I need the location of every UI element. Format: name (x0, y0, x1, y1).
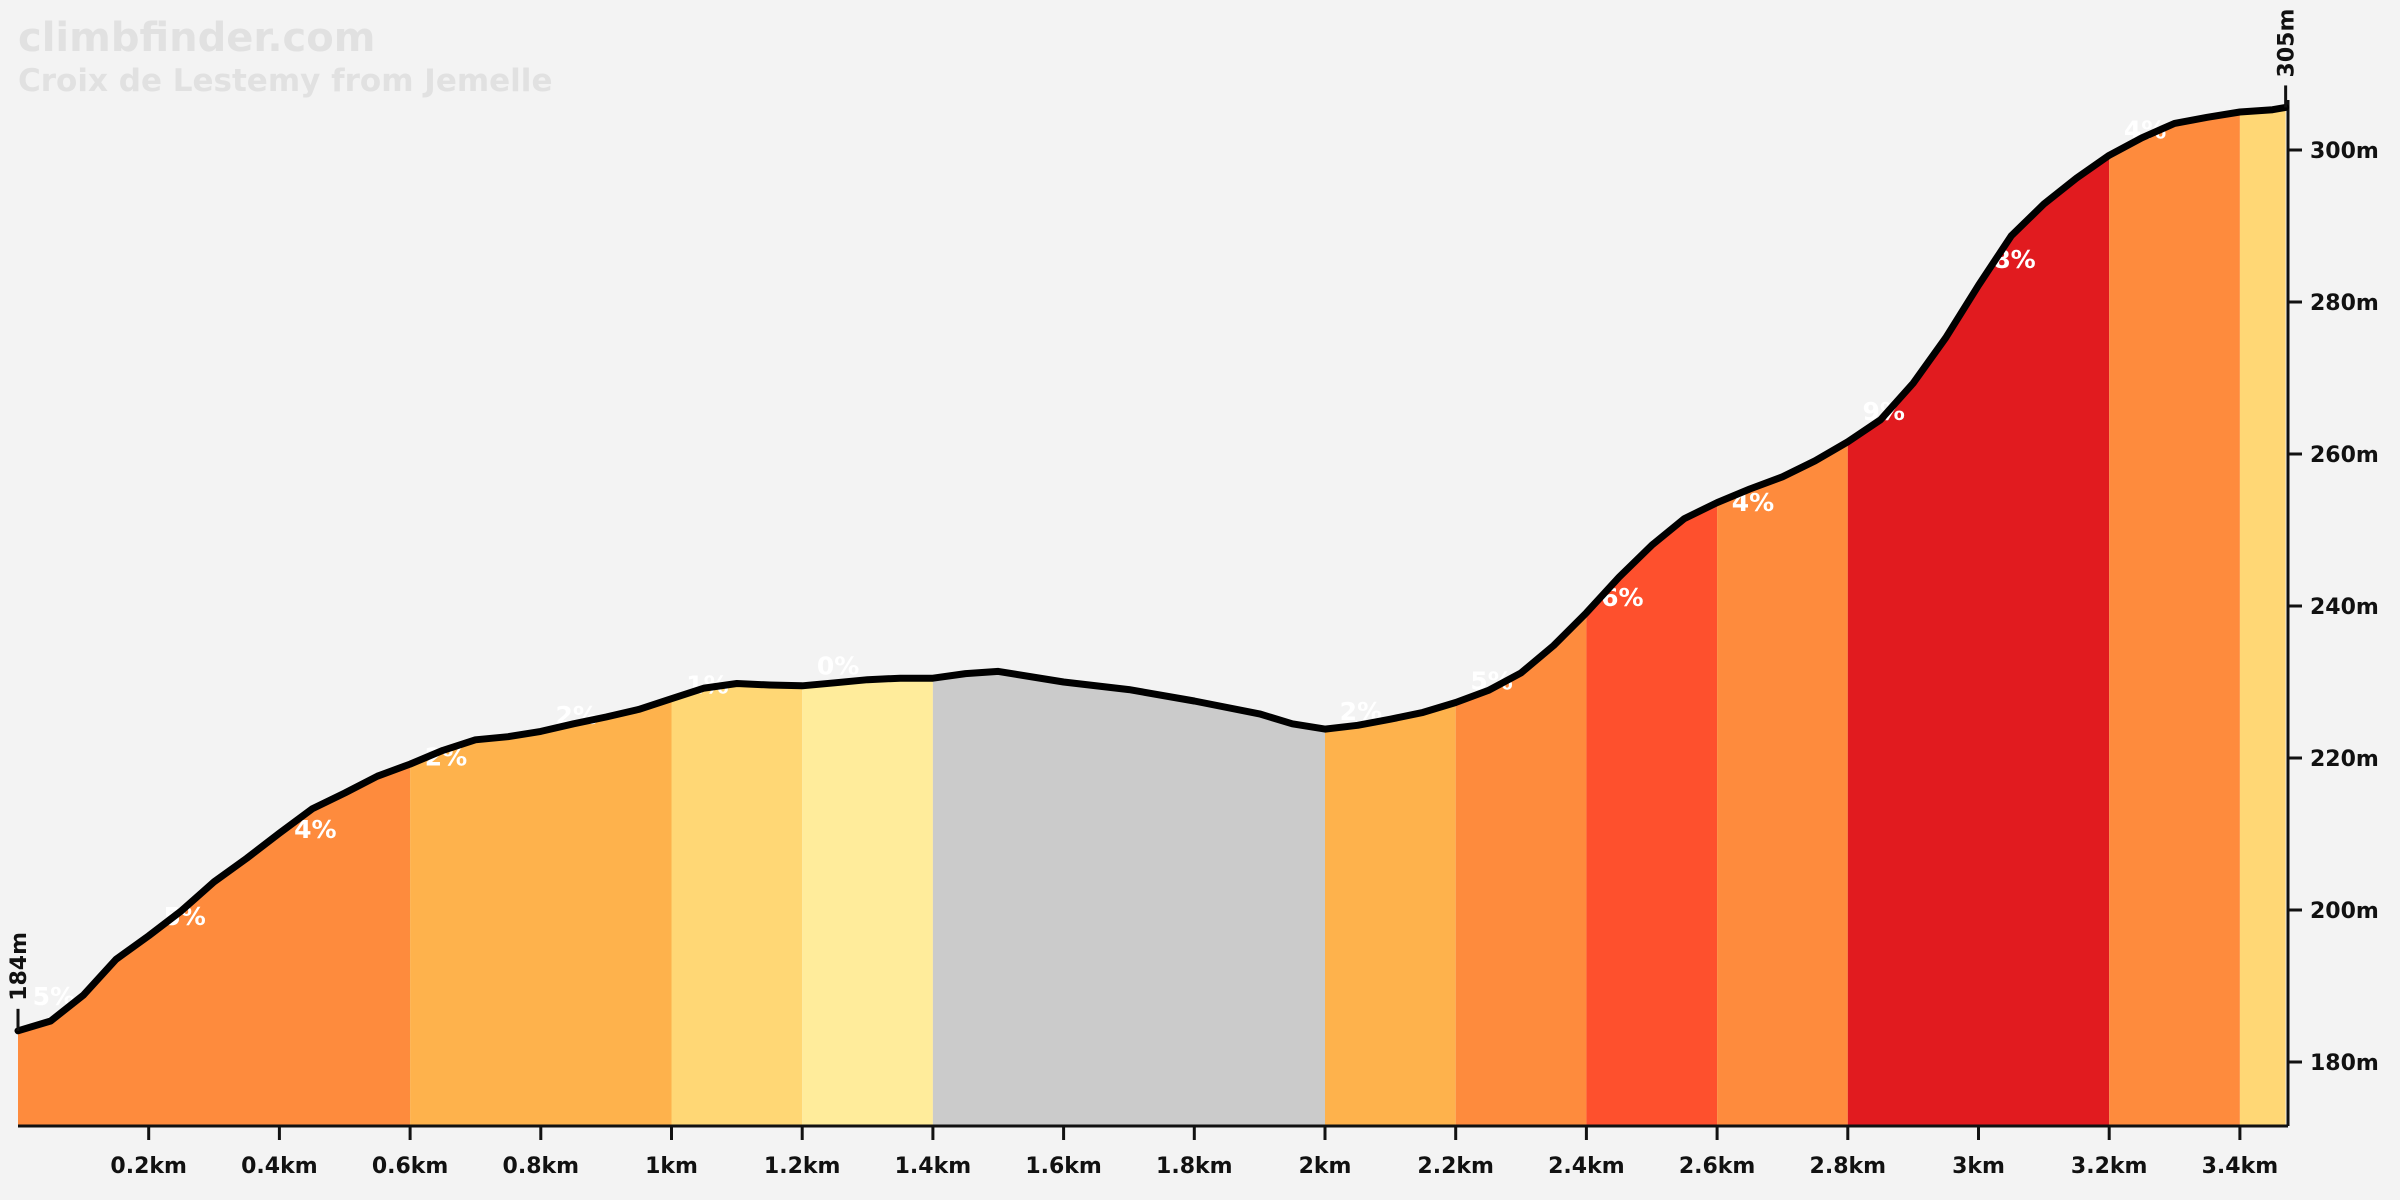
site-brand: climbfinder.com (18, 15, 376, 61)
gradient-segment (1717, 441, 1848, 1126)
profile-line-group (14, 103, 2290, 1035)
gradient-segment (2239, 107, 2286, 1126)
x-tick-label: 2.6km (1679, 1154, 1756, 1179)
x-tick-label: 0.2km (110, 1154, 187, 1179)
y-tick-label: 300m (2310, 139, 2379, 164)
x-tick-label: 3km (1952, 1154, 2005, 1179)
x-tick-label: 2.2km (1417, 1154, 1494, 1179)
gradient-label: 0% (817, 651, 859, 680)
x-tick-label: 2.4km (1548, 1154, 1625, 1179)
x-tick-label: 0.8km (503, 1154, 580, 1179)
endpoint-labels: 184m 305m (7, 9, 2300, 1031)
end-elevation-label: 305m (2275, 9, 2300, 78)
x-tick-label: 1.2km (764, 1154, 841, 1179)
elevation-profile-line (14, 103, 2290, 1035)
axes: 0.2km 0.4km 0.6km 0.8km 1km 1.2km 1.4km 1.6km 1.… (18, 100, 2379, 1179)
y-tick-label: 260m (2310, 443, 2379, 468)
x-tick-label: 1.4km (895, 1154, 972, 1179)
y-tick-label: 220m (2310, 747, 2379, 772)
x-tick-label: 1km (645, 1154, 698, 1179)
gradient-segment (18, 764, 411, 1126)
x-tick-label: 1.8km (1156, 1154, 1233, 1179)
x-tick-label: 2km (1299, 1154, 1352, 1179)
x-tick-label: 1.6km (1025, 1154, 1102, 1179)
x-tick-label: 0.4km (241, 1154, 318, 1179)
gradient-segment (1455, 612, 1587, 1126)
gradient-segment (671, 683, 803, 1126)
gradient-segments (18, 107, 2286, 1127)
gradient-segment (2109, 112, 2240, 1126)
gradient-segment (802, 678, 933, 1126)
y-tick-label: 200m (2310, 899, 2379, 924)
x-tick-label: 3.4km (2202, 1154, 2279, 1179)
y-tick-label: 240m (2310, 595, 2379, 620)
climb-title: Croix de Lestemy from Jemelle (18, 63, 553, 99)
gradient-segment (932, 671, 1325, 1126)
gradient-segment (1847, 155, 2110, 1127)
y-tick-label: 280m (2310, 291, 2379, 316)
x-tick-label: 0.6km (372, 1154, 449, 1179)
gradient-segment (410, 698, 672, 1126)
start-elevation-label: 184m (7, 932, 32, 1001)
y-tick-label: 180m (2310, 1051, 2379, 1076)
gradient-segment (1586, 502, 1718, 1127)
gradient-segment (1325, 702, 1456, 1126)
x-tick-label: 3.2km (2071, 1154, 2148, 1179)
x-tick-label: 2.8km (1810, 1154, 1887, 1179)
